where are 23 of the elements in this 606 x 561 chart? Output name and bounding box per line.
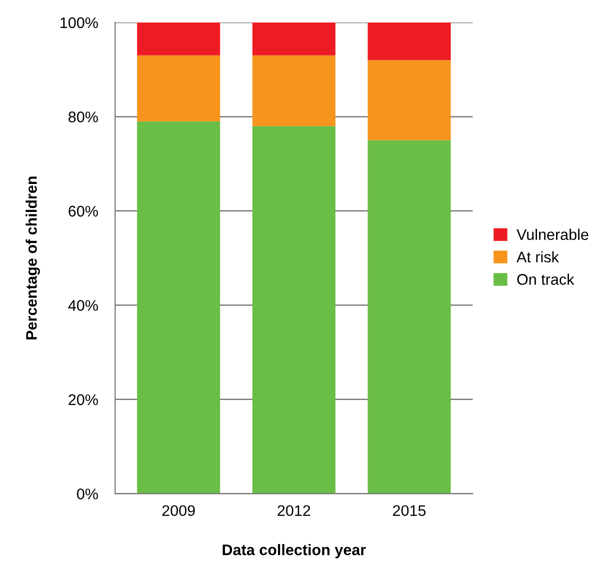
bar	[368, 22, 451, 60]
y-tick-label: 80%	[68, 112, 98, 122]
x-tick-label: 2012	[278, 505, 310, 516]
bar	[137, 55, 220, 122]
bar	[137, 121, 220, 494]
bar	[252, 55, 336, 126]
y-tick-label: 100%	[60, 17, 98, 28]
y-tick-label: 20%	[68, 394, 98, 406]
x-tick-label: 2009	[162, 505, 195, 516]
x-axis-title: Data collection year	[222, 544, 366, 558]
bar	[252, 22, 336, 56]
y-tick-label: 60%	[68, 206, 98, 217]
x-tick-label: 2015	[393, 505, 426, 516]
bar	[368, 60, 451, 140]
legend-label: On track	[517, 274, 574, 285]
bar	[252, 126, 336, 494]
y-tick-label: 0%	[76, 488, 98, 500]
y-axis-title: Percentage of children	[26, 176, 40, 340]
y-tick-label: 40%	[68, 300, 98, 311]
bar	[368, 140, 451, 494]
legend-label: At risk	[516, 251, 559, 262]
bar	[137, 22, 220, 56]
legend-label: Vulnerable	[516, 228, 588, 240]
